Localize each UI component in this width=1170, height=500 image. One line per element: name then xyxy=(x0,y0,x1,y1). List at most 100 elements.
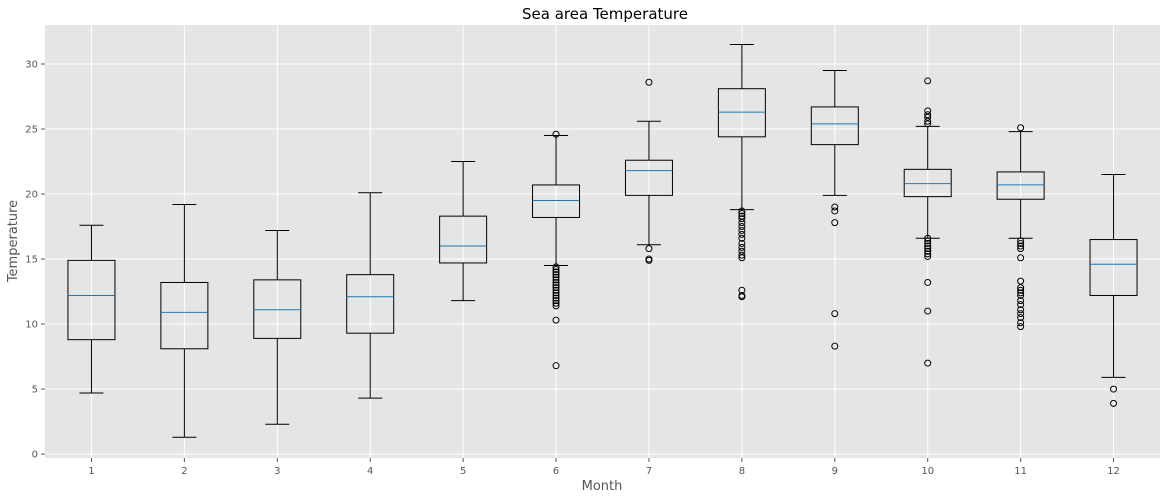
outlier-point xyxy=(1017,124,1025,132)
box-month-5 xyxy=(439,161,488,302)
outlier-point xyxy=(1017,319,1025,327)
outlier-point xyxy=(645,78,653,86)
outlier-point xyxy=(552,263,560,271)
outlier-point xyxy=(738,254,746,262)
outlier-point xyxy=(1017,297,1025,305)
outlier-point xyxy=(924,278,932,286)
x-tick-label-8: 8 xyxy=(739,466,745,477)
x-tick-label-11: 11 xyxy=(1014,466,1027,477)
outlier-point xyxy=(924,242,932,250)
chart-title: Sea area Temperature xyxy=(522,5,688,23)
x-tick-label-2: 2 xyxy=(181,466,187,477)
outlier-point xyxy=(738,286,746,294)
outlier-point xyxy=(831,203,839,211)
outlier-point xyxy=(1110,385,1118,393)
outlier-point xyxy=(552,130,560,138)
box-month-3 xyxy=(253,229,302,425)
outlier-point xyxy=(552,299,560,307)
outlier-point xyxy=(738,226,746,234)
box-month-11 xyxy=(996,124,1045,331)
y-axis-ticks: 0 5 10 15 20 25 30 xyxy=(25,60,45,461)
y-tick-label-10: 10 xyxy=(25,320,38,331)
outlier-point xyxy=(924,120,932,128)
x-tick-label-12: 12 xyxy=(1107,466,1120,477)
iqr-box xyxy=(624,159,673,196)
outlier-point xyxy=(645,256,653,264)
outlier-point xyxy=(924,359,932,367)
box-series xyxy=(67,44,1138,438)
box-month-9 xyxy=(810,70,859,350)
outlier-point xyxy=(831,219,839,227)
outlier-point xyxy=(1017,301,1025,309)
outlier-point xyxy=(552,294,560,302)
outlier-point xyxy=(1017,254,1025,262)
outlier-point xyxy=(552,297,560,305)
outlier-point xyxy=(552,291,560,299)
outlier-point xyxy=(924,252,932,260)
outlier-point xyxy=(738,223,746,231)
y-tick-label-15: 15 xyxy=(25,255,38,266)
outlier-point xyxy=(831,342,839,350)
iqr-box xyxy=(67,259,116,341)
outlier-point xyxy=(1017,237,1025,245)
plot-area xyxy=(45,25,1160,458)
outlier-point xyxy=(552,276,560,284)
outlier-point xyxy=(738,219,746,227)
y-tick-label-0: 0 xyxy=(32,450,38,461)
x-tick-label-10: 10 xyxy=(921,466,934,477)
outlier-point xyxy=(1017,323,1025,331)
iqr-box xyxy=(160,281,209,350)
iqr-box xyxy=(1089,239,1138,296)
outlier-point xyxy=(552,316,560,324)
outlier-point xyxy=(552,284,560,292)
outlier-point xyxy=(924,234,932,242)
outlier-point xyxy=(1017,314,1025,322)
outlier-point xyxy=(1017,310,1025,318)
x-axis-label: Month xyxy=(582,479,623,494)
iqr-box xyxy=(717,88,766,138)
box-month-7 xyxy=(624,78,673,264)
x-tick-label-6: 6 xyxy=(553,466,559,477)
outlier-point xyxy=(924,117,932,125)
box-month-8 xyxy=(717,44,766,301)
outlier-point xyxy=(924,111,932,119)
outlier-point xyxy=(552,286,560,294)
outlier-point xyxy=(738,210,746,218)
outlier-point xyxy=(645,245,653,253)
x-tick-label-9: 9 xyxy=(832,466,838,477)
box-month-12 xyxy=(1089,174,1138,407)
outlier-point xyxy=(924,307,932,315)
outlier-point xyxy=(924,107,932,115)
outlier-point xyxy=(552,273,560,281)
outlier-point xyxy=(924,77,932,85)
outlier-point xyxy=(1017,284,1025,292)
outlier-point xyxy=(924,237,932,245)
box-month-10 xyxy=(903,77,952,367)
outlier-point xyxy=(552,289,560,297)
y-tick-label-5: 5 xyxy=(32,385,38,396)
outlier-point xyxy=(924,250,932,258)
outlier-point xyxy=(552,362,560,370)
outlier-point xyxy=(831,310,839,318)
iqr-box xyxy=(439,215,488,264)
outlier-point xyxy=(1017,291,1025,299)
box-month-2 xyxy=(160,203,209,438)
outlier-point xyxy=(552,265,560,273)
outlier-point xyxy=(924,247,932,255)
y-tick-label-25: 25 xyxy=(25,125,38,136)
outlier-point xyxy=(1017,306,1025,314)
outlier-point xyxy=(1017,277,1025,285)
outlier-point xyxy=(924,239,932,247)
outlier-point xyxy=(738,234,746,242)
x-axis-ticks: 1 2 3 4 5 6 7 8 9 10 11 12 xyxy=(88,458,1120,477)
iqr-box xyxy=(532,184,581,218)
outlier-point xyxy=(924,113,932,121)
x-tick-label-5: 5 xyxy=(460,466,466,477)
x-tick-label-3: 3 xyxy=(274,466,280,477)
outlier-point xyxy=(738,247,746,255)
outlier-point xyxy=(552,281,560,289)
y-tick-label-30: 30 xyxy=(25,60,38,71)
outlier-point xyxy=(738,207,746,215)
outlier-point xyxy=(738,215,746,223)
